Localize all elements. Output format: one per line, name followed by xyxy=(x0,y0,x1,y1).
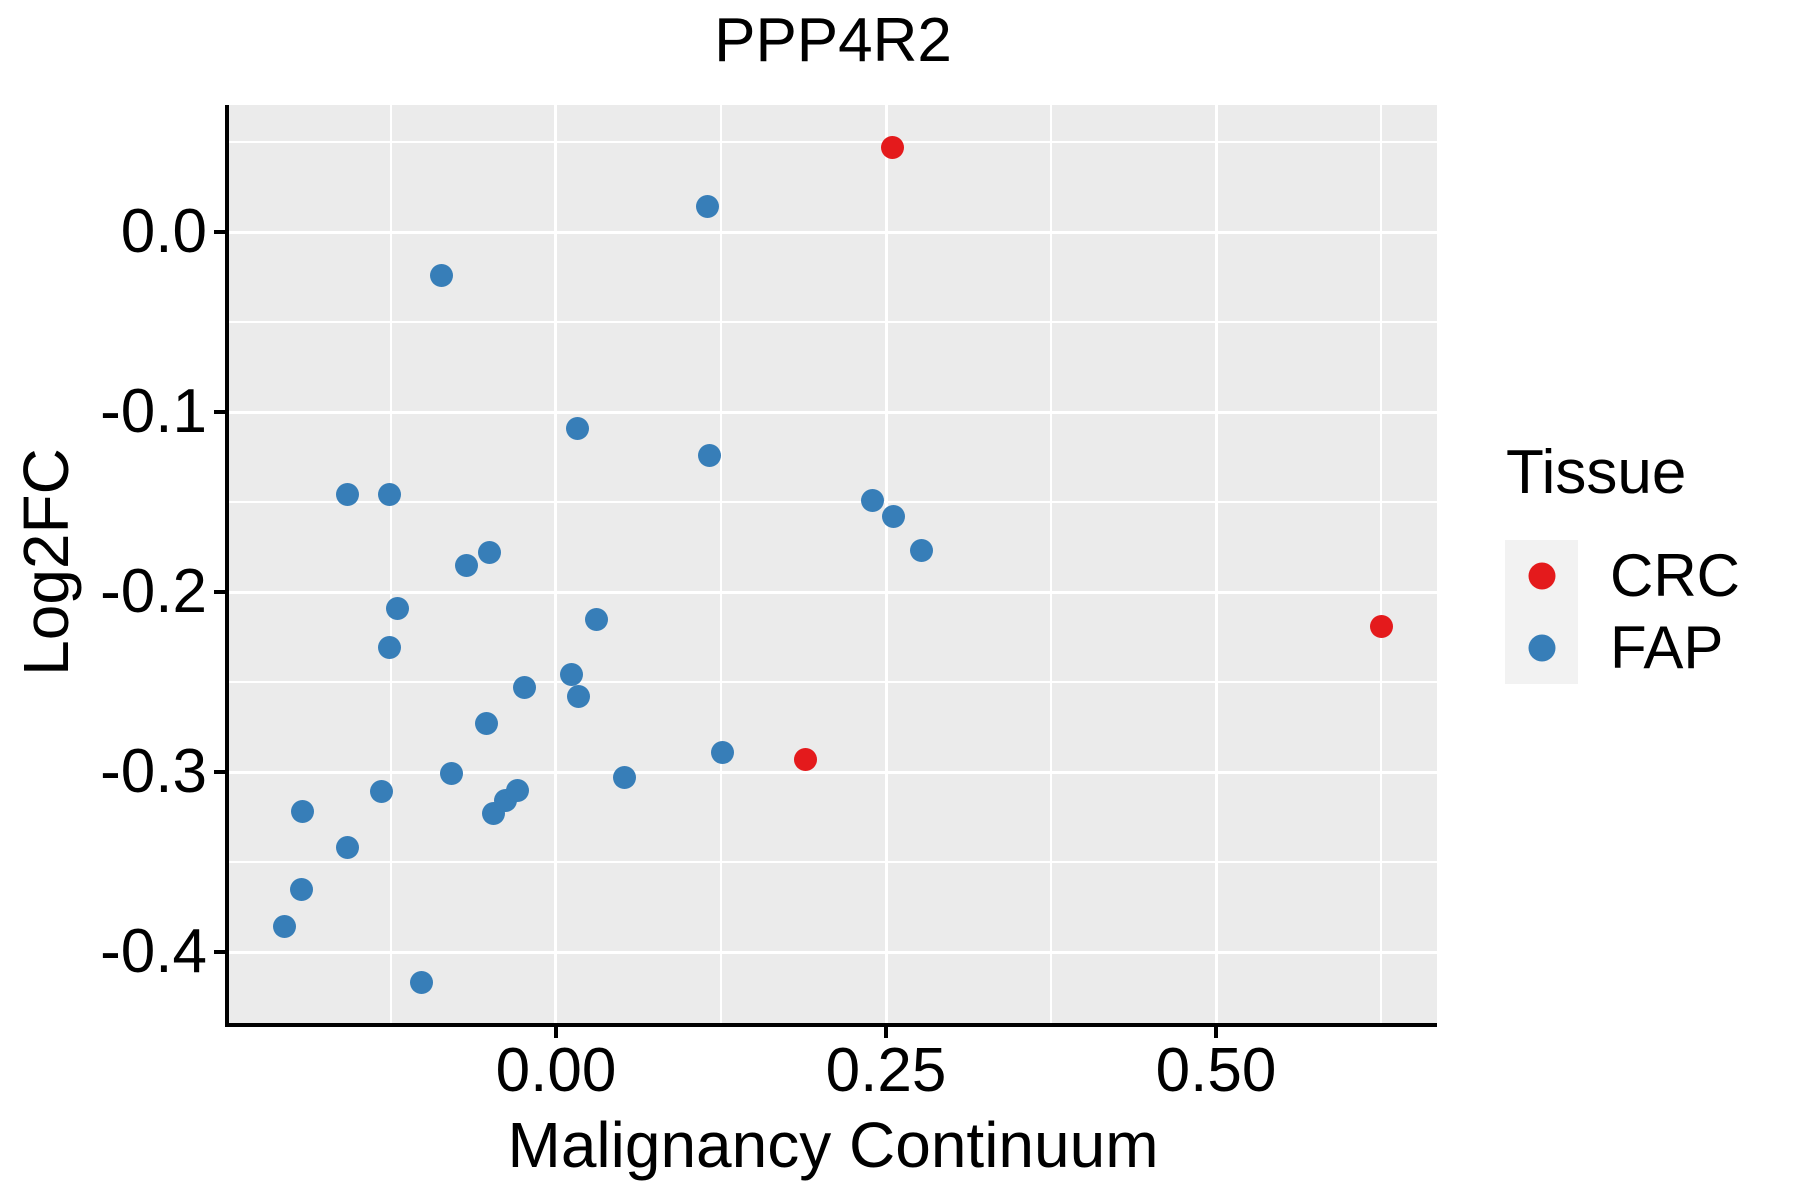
data-point-fap xyxy=(440,762,464,786)
x-minor-gridline xyxy=(1050,105,1052,1023)
plot-title: PPP4R2 xyxy=(714,6,952,75)
data-point-fap xyxy=(289,877,313,901)
legend-key xyxy=(1505,612,1578,684)
y-tick-label: -0.4 xyxy=(100,917,207,987)
y-major-gridline xyxy=(229,410,1437,414)
y-tick-mark xyxy=(214,590,225,595)
plot-panel xyxy=(229,105,1437,1023)
data-point-fap xyxy=(882,504,906,528)
x-tick-label: 0.50 xyxy=(1155,1036,1277,1105)
y-tick-mark xyxy=(214,950,225,955)
x-axis-line xyxy=(225,1023,1437,1027)
data-point-crc xyxy=(1369,614,1393,638)
y-tick-mark xyxy=(214,230,225,235)
data-point-fap xyxy=(272,915,296,939)
y-tick-label: -0.1 xyxy=(100,377,207,447)
legend-title: Tissue xyxy=(1506,438,1687,507)
data-point-fap xyxy=(291,800,315,824)
x-minor-gridline xyxy=(389,105,392,1023)
data-point-fap xyxy=(585,607,609,631)
y-minor-gridline xyxy=(229,141,1437,144)
x-major-gridline xyxy=(1214,105,1218,1023)
y-tick-label: -0.2 xyxy=(100,557,207,627)
legend-entry-label: FAP xyxy=(1610,614,1724,681)
y-minor-gridline xyxy=(229,681,1437,684)
y-tick-mark xyxy=(214,770,225,775)
data-point-fap xyxy=(335,836,359,860)
data-point-fap xyxy=(370,780,394,804)
legend-dot-icon xyxy=(1528,634,1555,662)
data-point-fap xyxy=(335,483,359,507)
data-point-fap xyxy=(710,740,734,764)
data-point-crc xyxy=(881,135,905,159)
x-minor-gridline xyxy=(1380,105,1383,1023)
x-minor-gridline xyxy=(719,105,722,1023)
data-point-fap xyxy=(454,553,478,577)
data-point-fap xyxy=(478,540,502,564)
data-point-fap xyxy=(378,636,402,660)
data-point-fap xyxy=(565,416,589,440)
x-tick-mark xyxy=(553,1027,558,1038)
data-point-fap xyxy=(409,971,433,995)
x-major-gridline xyxy=(884,105,888,1023)
x-tick-mark xyxy=(884,1027,888,1038)
data-point-fap xyxy=(696,195,720,219)
legend-entry-crc: CRC xyxy=(1505,540,1740,612)
data-point-fap xyxy=(613,765,637,789)
legend-dot-icon xyxy=(1528,562,1555,590)
y-major-gridline xyxy=(229,230,1437,234)
y-minor-gridline xyxy=(229,321,1437,324)
data-point-crc xyxy=(793,747,817,771)
y-minor-gridline xyxy=(229,501,1437,504)
data-point-fap xyxy=(910,539,934,563)
x-tick-label: 0.00 xyxy=(495,1036,617,1105)
x-tick-mark xyxy=(1214,1027,1219,1038)
data-point-fap xyxy=(697,443,721,467)
y-axis-line xyxy=(225,105,229,1027)
data-point-fap xyxy=(512,675,536,699)
data-point-fap xyxy=(560,663,584,687)
legend-entry-label: CRC xyxy=(1610,542,1740,609)
y-tick-label: 0.0 xyxy=(120,197,207,267)
y-tick-label: -0.3 xyxy=(100,737,207,807)
data-point-fap xyxy=(506,778,530,802)
data-point-fap xyxy=(566,684,590,708)
data-point-fap xyxy=(861,488,885,512)
y-major-gridline xyxy=(229,950,1437,954)
x-axis-title: Malignancy Continuum xyxy=(507,1109,1159,1181)
data-point-fap xyxy=(429,263,453,287)
legend-entries: CRC FAP xyxy=(1505,540,1740,684)
y-major-gridline xyxy=(229,590,1437,594)
data-point-fap xyxy=(378,483,402,507)
x-tick-label: 0.25 xyxy=(825,1036,947,1105)
x-major-gridline xyxy=(554,105,558,1023)
legend-key xyxy=(1505,540,1578,612)
data-point-fap xyxy=(474,711,498,735)
y-major-gridline xyxy=(229,770,1437,774)
y-minor-gridline xyxy=(229,861,1437,864)
data-point-fap xyxy=(386,596,410,620)
y-tick-mark xyxy=(214,410,225,415)
legend-entry-fap: FAP xyxy=(1505,612,1740,684)
